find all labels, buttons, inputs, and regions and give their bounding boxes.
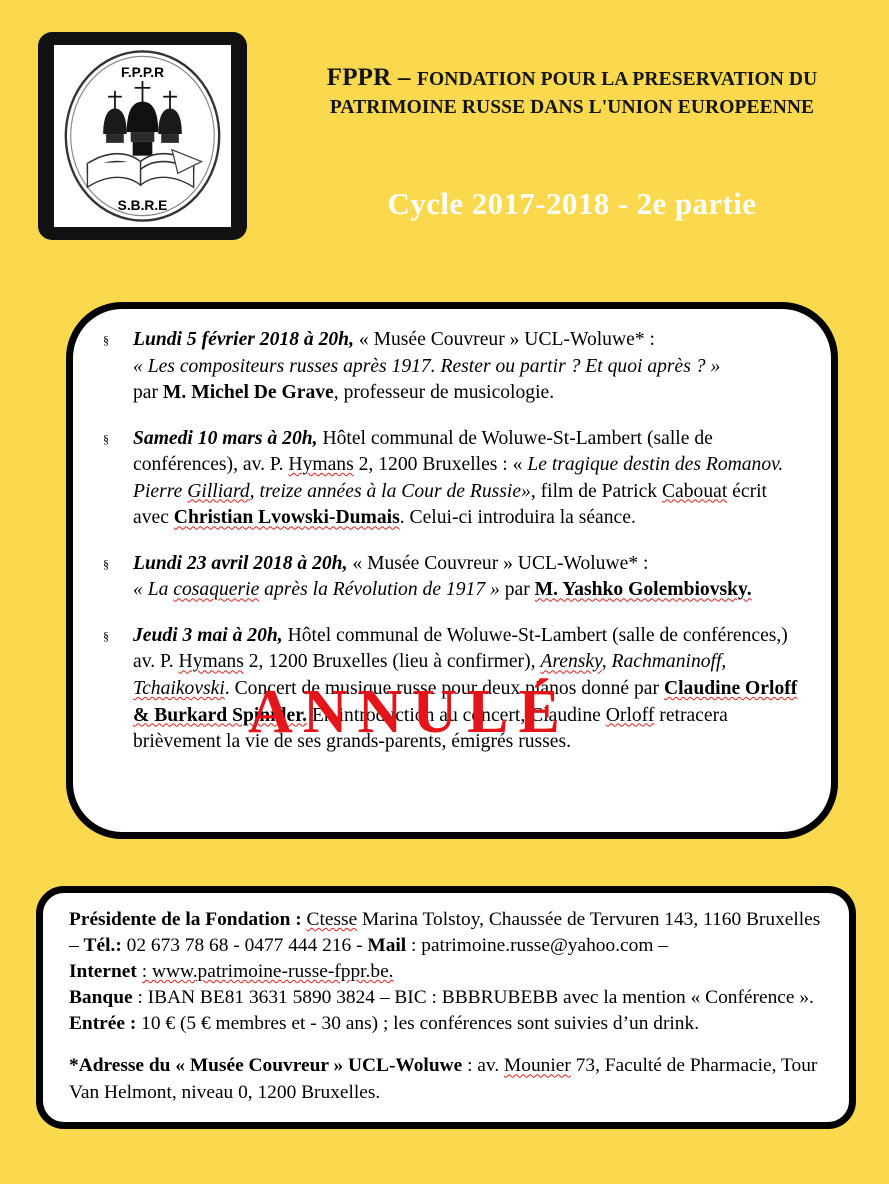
- event-composer-a: Arensky: [540, 651, 602, 673]
- address-value-b: 73, Faculté de Pharmacie, Tour Van Helmo…: [69, 1055, 818, 1103]
- list-item: § Jeudi 3 mai à 20h, Hôtel communal de W…: [91, 623, 805, 756]
- organization-fullname-line2: PATRIMOINE RUSSE DANS L'UNION EUROPEENNE: [329, 96, 815, 118]
- address-street-spellcheck: Mounier: [504, 1055, 571, 1077]
- event-date: Jeudi 3 mai à 20h,: [133, 624, 283, 646]
- event-text: Samedi 10 mars à 20h, Hôtel communal de …: [133, 426, 805, 532]
- poster-header: F.P.P.R S.B.R.E FPPR – FONDATION POUR LA…: [0, 0, 889, 282]
- event-date: Samedi 10 mars à 20h,: [133, 427, 318, 449]
- contact-info-box: Présidente de la Fondation : Ctesse Mari…: [36, 886, 856, 1129]
- event-tail-a: En introduction au concert, Claudine: [307, 704, 606, 726]
- fppr-logo: F.P.P.R S.B.R.E: [38, 32, 247, 240]
- list-item: § Lundi 23 avril 2018 à 20h, « Musée Cou…: [91, 551, 805, 604]
- president-name: Marina Tolstoy, Chaussée de Tervuren 143…: [69, 909, 821, 957]
- event-subject: « Les compositeurs russes après 1917. Re…: [133, 355, 721, 377]
- event-speaker: M. Yashko Golembiovsky.: [534, 579, 752, 601]
- event-film-title-a: Le tragique destin des Romanov. Pierre: [133, 454, 784, 502]
- program-list-box: § Lundi 5 février 2018 à 20h, « Musée Co…: [66, 302, 838, 839]
- event-subject-b: après la Révolution de 1917 »: [259, 579, 500, 601]
- event-venue-cont: 2, 1200 Bruxelles : «: [353, 454, 528, 476]
- event-date: Lundi 23 avril 2018 à 20h,: [133, 552, 348, 574]
- organization-fullname-line1: FONDATION POUR LA PRESERVATION DU: [417, 69, 818, 90]
- event-subject-a: « La: [133, 579, 174, 601]
- mail-value: : patrimoine.russe@yahoo.com –: [406, 935, 668, 957]
- organization-abbreviation: FPPR –: [326, 64, 418, 91]
- event-speaker-suffix: , professeur de musicologie.: [333, 382, 555, 404]
- event-speaker-prefix: par: [133, 382, 163, 404]
- event-venue-spellcheck: Hymans: [288, 454, 354, 476]
- bullet-section-icon: §: [103, 333, 109, 347]
- event-venue: « Musée Couvreur » UCL-Woluwe* :: [347, 552, 649, 574]
- organization-title: FPPR – FONDATION POUR LA PRESERVATION DU…: [292, 62, 852, 120]
- event-tail-b: retracera brièvement la vie de ses grand…: [133, 704, 728, 753]
- tel-label: Tél.:: [83, 935, 122, 957]
- president-title-spellcheck: Ctesse: [306, 909, 358, 930]
- event-venue-cont: 2, 1200 Bruxelles (lieu à confirmer),: [243, 651, 541, 673]
- event-tail: . Celui-ci introduira la séance.: [399, 507, 636, 529]
- event-venue-spellcheck: Hymans: [178, 651, 244, 673]
- museum-address-block: *Adresse du « Musée Couvreur » UCL-Woluw…: [69, 1053, 827, 1105]
- event-venue: Hôtel communal de Woluwe-St-Lambert (sal…: [133, 427, 713, 476]
- event-director-prefix: , film de Patrick: [530, 480, 662, 502]
- bank-label: Banque: [69, 987, 133, 1009]
- event-film-title-b: , treize années à la Cour de Russie»: [249, 480, 531, 502]
- address-value-a: : av.: [462, 1055, 505, 1077]
- event-text: Lundi 5 février 2018 à 20h, « Musée Couv…: [133, 327, 805, 407]
- tel-value: 02 673 78 68 - 0477 444 216 -: [121, 935, 368, 957]
- logo-bottom-text: S.B.R.E: [118, 198, 168, 213]
- internet-url[interactable]: : www.patrimoine-russe-fppr.be.: [141, 961, 394, 983]
- bank-value: : IBAN BE81 3631 5890 3824 – BIC : BBBRU…: [132, 987, 814, 1009]
- entry-label: Entrée :: [69, 1013, 137, 1035]
- event-venue: Hôtel communal de Woluwe-St-Lambert (sal…: [133, 624, 788, 673]
- event-date: Lundi 5 février 2018 à 20h,: [133, 329, 354, 350]
- event-text: Lundi 23 avril 2018 à 20h, « Musée Couvr…: [133, 551, 805, 604]
- bullet-section-icon: §: [103, 628, 109, 643]
- event-speaker: M. Michel De Grave: [162, 382, 334, 404]
- event-text: Jeudi 3 mai à 20h, Hôtel communal de Wol…: [133, 623, 805, 756]
- cycle-title: Cycle 2017-2018 - 2e partie: [387, 186, 757, 221]
- contact-main-block: Présidente de la Fondation : Ctesse Mari…: [69, 907, 827, 1037]
- address-label: *Adresse du « Musée Couvreur » UCL-Woluw…: [69, 1055, 463, 1077]
- list-item: § Samedi 10 mars à 20h, Hôtel communal d…: [91, 426, 805, 532]
- entry-value: 10 € (5 € membres et - 30 ans) ; les con…: [136, 1013, 700, 1035]
- bullet-section-icon: §: [103, 431, 109, 446]
- event-tail-spellcheck: Orloff: [605, 704, 655, 726]
- event-film-title-spellcheck: Gilliard: [187, 480, 250, 502]
- event-speaker-prefix: par: [499, 579, 535, 601]
- event-composer-c: Tchaikovski: [133, 678, 225, 700]
- event-description: . Concert de musique russe pour deux pia…: [224, 678, 664, 700]
- event-performers: Claudine Orloff & Burkard Spinnler.: [133, 678, 798, 726]
- logo-top-text: F.P.P.R: [121, 65, 164, 80]
- president-label: Présidente de la Fondation :: [69, 909, 302, 930]
- logo-plate: F.P.P.R S.B.R.E: [54, 45, 231, 227]
- event-director-spellcheck: Cabouat: [661, 480, 728, 502]
- bullet-section-icon: §: [103, 556, 109, 571]
- internet-label: Internet: [69, 961, 142, 983]
- event-composer-b: , Rachmaninoff,: [601, 651, 727, 673]
- spacer: [69, 1037, 827, 1053]
- event-subject-spellcheck: cosaquerie: [173, 579, 260, 601]
- list-item: § Lundi 5 février 2018 à 20h, « Musée Co…: [91, 327, 805, 407]
- event-director-mid: écrit avec: [133, 480, 767, 529]
- three-domes-over-book-icon: F.P.P.R S.B.R.E: [64, 50, 221, 222]
- event-venue: « Musée Couvreur » UCL-Woluwe* :: [353, 329, 655, 350]
- event-collaborator: Christian Lvowski-Dumais: [173, 507, 400, 529]
- mail-label: Mail: [367, 935, 407, 957]
